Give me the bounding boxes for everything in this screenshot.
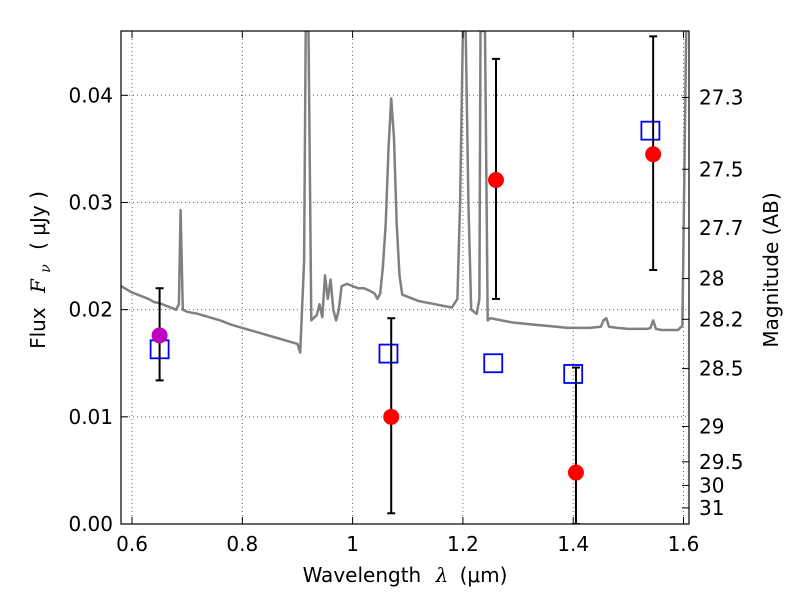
x-tick-label: 0.8	[226, 532, 258, 556]
y2-tick-label: 27.3	[699, 85, 744, 109]
y-tick-label: 0.04	[68, 83, 113, 107]
y2-tick-label: 28.2	[699, 307, 744, 331]
x-tick-label: 1.2	[447, 532, 479, 556]
y-tick-label: 0.03	[68, 190, 113, 214]
observed-circle-marker	[383, 408, 400, 425]
observed-circle-marker	[567, 464, 584, 481]
x-tick-label: 0.6	[116, 532, 148, 556]
x-tick-label: 1	[346, 532, 359, 556]
y2-tick-label: 30	[699, 473, 724, 497]
model-square-marker	[483, 353, 504, 374]
y2-axis-label: Magnitude (AB)	[759, 192, 783, 347]
axes: 0.6 0.8 1 1.2 1.4 1.6 0.00 0.01 0.02 0.03 0.04 27.3…	[68, 31, 744, 556]
model-square-marker	[563, 364, 584, 384]
observed-circle-marker	[487, 171, 504, 188]
model-square-marker	[378, 343, 399, 364]
y-tick-label: 0.01	[68, 405, 113, 429]
observed-circle-marker	[151, 327, 168, 344]
y-axis-label: Flux F ν ( μJy )	[26, 191, 55, 349]
y2-tick-label: 27.5	[699, 157, 744, 181]
y2-tick-label: 31	[699, 496, 724, 520]
x-tick-label: 1.6	[668, 532, 700, 556]
plot-area	[121, 31, 688, 524]
y2-tick-label: 28	[699, 267, 724, 291]
observed-circle-marker	[645, 146, 662, 163]
plot-frame	[120, 30, 690, 525]
y2-tick-label: 28.5	[699, 357, 744, 381]
model-square-marker	[640, 120, 661, 141]
x-axis-label: Wavelength λ (μm)	[303, 563, 508, 587]
y2-tick-label: 27.7	[699, 216, 744, 240]
x-tick-label: 1.4	[557, 532, 589, 556]
y2-tick-label: 29	[699, 414, 724, 438]
sed-model-line	[121, 31, 688, 354]
y2-tick-label: 29.5	[699, 450, 744, 474]
y-tick-label: 0.00	[68, 512, 113, 536]
y-tick-label: 0.02	[68, 298, 113, 322]
